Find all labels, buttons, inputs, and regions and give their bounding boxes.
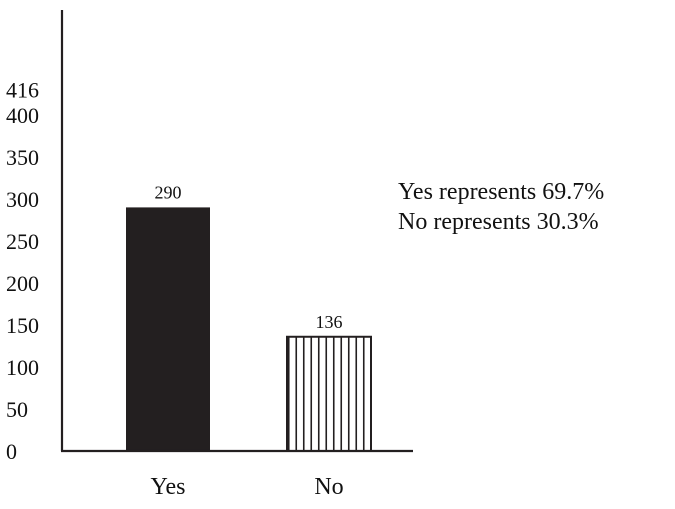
data-label-yes: 290 bbox=[155, 182, 182, 202]
y-tick-label: 300 bbox=[6, 187, 39, 212]
y-tick-label: 350 bbox=[6, 145, 39, 170]
y-tick-label: 50 bbox=[6, 397, 28, 422]
data-label-no: 136 bbox=[316, 312, 343, 332]
value-labels: 290 136 bbox=[155, 182, 343, 331]
bar-yes bbox=[126, 207, 210, 451]
y-tick-label: 100 bbox=[6, 355, 39, 380]
bars bbox=[126, 207, 372, 453]
x-category-label-yes: Yes bbox=[151, 474, 186, 500]
annotation-no-share: No represents 30.3% bbox=[398, 209, 599, 235]
y-tick-label: 400 bbox=[6, 103, 39, 128]
bar-no bbox=[286, 335, 372, 453]
category-labels: Yes No bbox=[151, 474, 344, 500]
y-tick-label: 416 bbox=[6, 78, 39, 103]
y-tick-label: 0 bbox=[6, 439, 17, 464]
x-category-label-no: No bbox=[314, 474, 343, 500]
y-tick-label: 200 bbox=[6, 271, 39, 296]
y-tick-label: 150 bbox=[6, 313, 39, 338]
annotation-yes-share: Yes represents 69.7% bbox=[398, 179, 605, 205]
y-tick-label: 250 bbox=[6, 229, 39, 254]
